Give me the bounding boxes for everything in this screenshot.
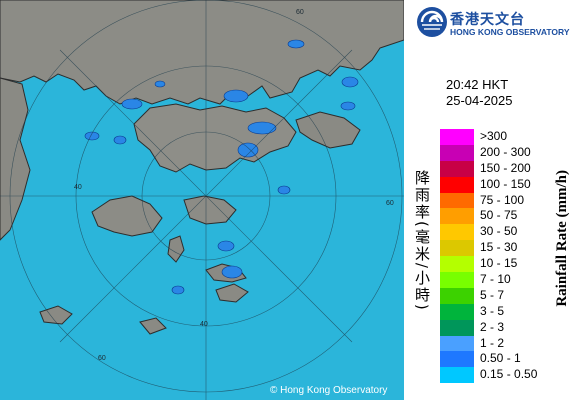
rain-echoes — [84, 39, 359, 295]
legend-swatch — [440, 240, 474, 257]
hko-emblem-icon — [417, 7, 447, 37]
legend-label: 3 - 5 — [480, 303, 505, 318]
legend-swatch — [440, 256, 474, 273]
legend-title-zh: 降雨率(毫米/小時) — [413, 170, 431, 312]
lantau-island — [91, 195, 163, 237]
legend-swatch — [440, 160, 474, 177]
ring-label-south: 40 — [200, 321, 208, 328]
legend-label: 15 - 30 — [480, 240, 518, 255]
legend-swatch — [440, 351, 474, 368]
legend-swatch — [440, 144, 474, 161]
legend-label: 150 - 200 — [480, 160, 531, 175]
ring-label-west: 40 — [74, 184, 82, 191]
legend-swatch — [440, 192, 474, 209]
hko-logo: 香港天文台 HONG KONG OBSERVATORY — [416, 6, 576, 40]
legend-swatch — [440, 367, 474, 384]
legend-label: 100 - 150 — [480, 176, 531, 191]
legend-label: 10 - 15 — [480, 256, 518, 271]
range-ring-labels: 40 60 60 40 60 — [74, 9, 394, 362]
legend-swatch — [440, 224, 474, 241]
info-panel: 香港天文台 HONG KONG OBSERVATORY 20:42 HKT 25… — [404, 0, 577, 400]
south-islands — [39, 283, 249, 335]
legend-label: 0.50 - 1 — [480, 351, 521, 366]
legend-label: 50 - 75 — [480, 208, 518, 223]
legend-label: 75 - 100 — [480, 192, 525, 207]
ring-label-north: 60 — [296, 9, 304, 16]
legend-label: 5 - 7 — [480, 287, 505, 302]
legend-swatch — [440, 272, 474, 288]
legend-swatch — [440, 287, 474, 304]
copyright-notice: © Hong Kong Observatory — [270, 385, 388, 396]
legend-swatch — [440, 303, 474, 320]
legend-swatch — [440, 208, 474, 225]
legend-label: 0.15 - 0.50 — [480, 367, 538, 382]
legend-swatch — [440, 319, 474, 336]
legend-label: >300 — [480, 129, 508, 143]
west-coast-landmass — [0, 77, 31, 241]
lamma-island — [167, 235, 185, 263]
hong-kong-island — [183, 195, 237, 225]
legend-swatch — [440, 176, 474, 193]
range-rings — [0, 0, 404, 400]
radar-time: 20:42 HKT — [446, 77, 509, 92]
legend-swatch — [440, 335, 474, 352]
org-name-en: HONG KONG OBSERVATORY — [450, 27, 570, 37]
ring-label-east: 60 — [386, 200, 394, 207]
legend-label: 2 - 3 — [480, 319, 505, 334]
legend-label: 200 - 300 — [480, 144, 531, 159]
mainland-landmass — [0, 0, 404, 105]
legend-label: 7 - 10 — [480, 272, 511, 287]
ring-label-southwest: 60 — [98, 355, 106, 362]
radar-date: 25-04-2025 — [446, 93, 513, 108]
radar-map: 40 60 60 40 60 © Hong Kong Observatory — [0, 0, 404, 400]
legend-label: 30 - 50 — [480, 224, 518, 239]
legend-label: 1 - 2 — [480, 335, 505, 350]
radar-map-graphic: 40 60 60 40 60 — [0, 0, 404, 400]
org-name-zh: 香港天文台 — [450, 12, 525, 28]
legend-title-en: Rainfall Rate (mm/h) — [554, 170, 570, 307]
legend-swatch — [440, 129, 474, 145]
